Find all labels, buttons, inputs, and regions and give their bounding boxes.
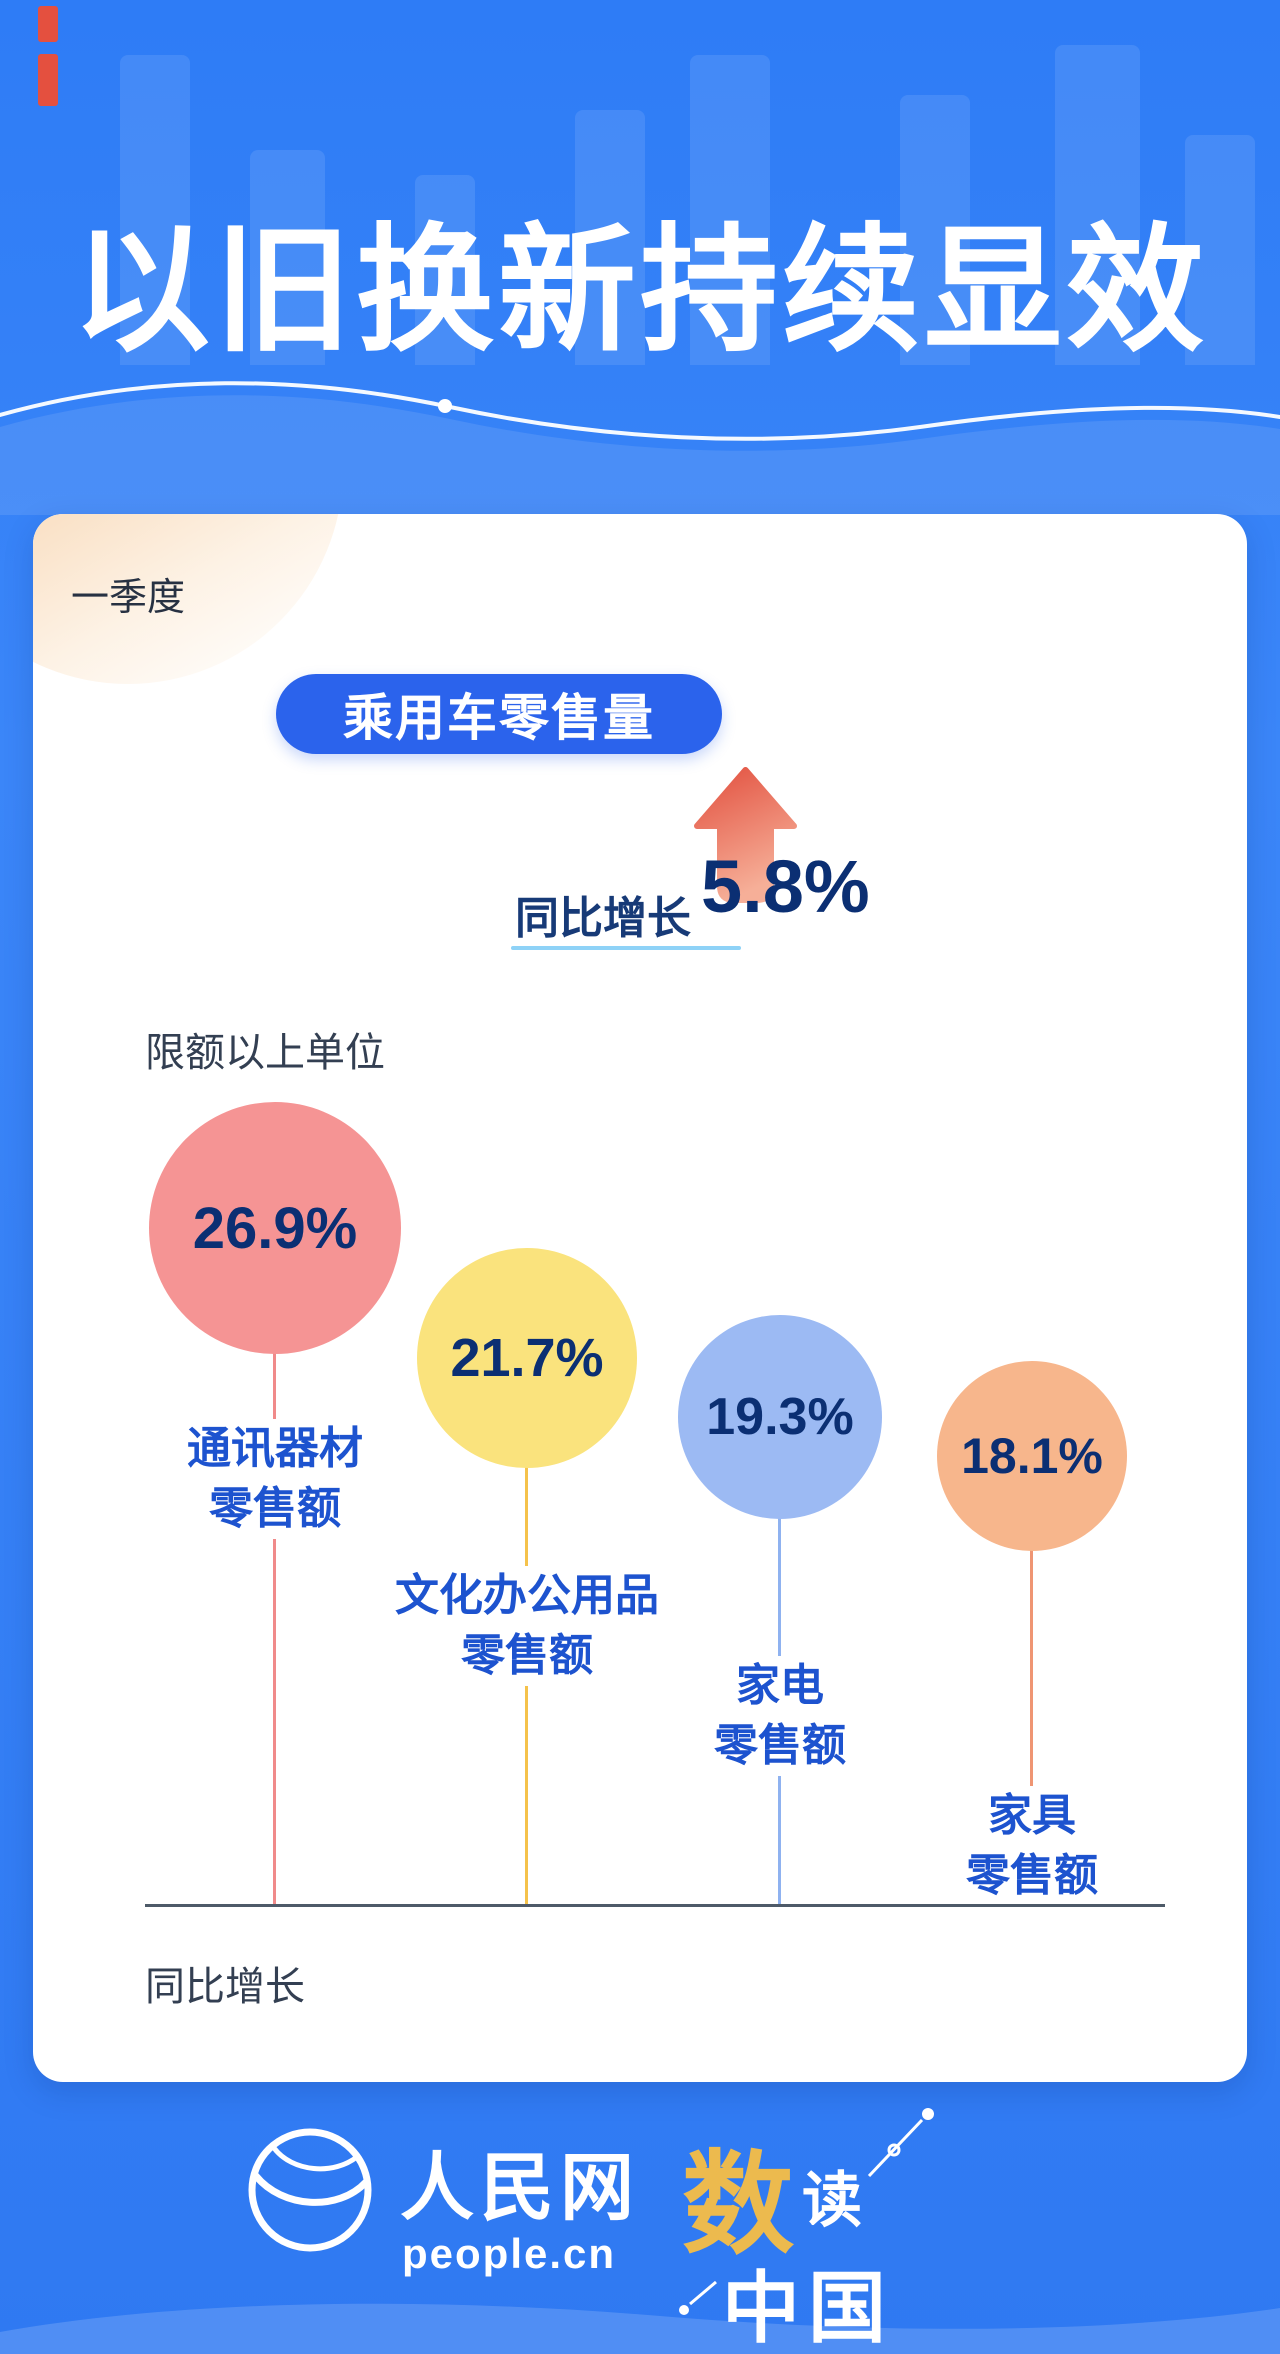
chart-baseline: [145, 1904, 1165, 1907]
bubble-stem-4: [1030, 1547, 1033, 1906]
stats-card: 一季度 乘用车零售量 同比增长 5.8% 限额以上单位 26.9%: [33, 514, 1247, 2082]
up-arrow-icon: [694, 767, 797, 903]
bubble-4-label: 家具 零售额: [882, 1786, 1182, 1906]
bubble-3-value: 19.3%: [706, 1388, 854, 1446]
bubble-2-label-line1: 文化办公用品: [343, 1566, 711, 1626]
campaign-char-shu: 数: [682, 2144, 794, 2268]
campaign-logo: 数 读 中国: [672, 2100, 952, 2352]
bubble-2-label: 文化办公用品 零售额: [343, 1566, 711, 1686]
skyline-bar: [900, 95, 970, 365]
bubble-4-label-line1: 家具: [882, 1786, 1182, 1846]
bubble-1-label: 通讯器材 零售额: [125, 1419, 425, 1539]
period-label: 一季度: [71, 577, 186, 619]
skyline-bar: [1185, 135, 1255, 365]
campaign-decor-lines: [679, 2108, 934, 2315]
bubble-2: 21.7%: [417, 1248, 637, 1468]
bubble-2-value: 21.7%: [450, 1328, 604, 1388]
section-label: 限额以上单位: [145, 1031, 385, 1075]
bubble-1: 26.9%: [149, 1102, 401, 1354]
bubble-3: 19.3%: [678, 1315, 882, 1519]
site-domain: people.cn: [402, 2230, 617, 2277]
growth-label: 同比增长: [515, 894, 691, 943]
growth-underline: [511, 946, 741, 950]
skyline-bar: [690, 55, 770, 365]
bottom-wave-decoration: [0, 2303, 1280, 2354]
wave-dot: [438, 399, 452, 413]
bubble-stem-1: [273, 1349, 276, 1906]
wave-divider: [0, 381, 1280, 515]
skyline-bar: [415, 175, 475, 365]
campaign-char-du: 读: [802, 2168, 862, 2234]
page-title: 以旧换新持续显效: [71, 214, 1208, 368]
bubble-1-value: 26.9%: [192, 1195, 358, 1261]
bubble-4: 18.1%: [937, 1361, 1127, 1551]
skyline-bar: [250, 150, 325, 365]
growth-value: 5.8%: [701, 845, 870, 928]
skyline-bar: [575, 110, 645, 365]
skyline-bar: [1055, 45, 1140, 365]
red-corner-decoration: [38, 6, 58, 42]
axis-label: 同比增长: [145, 1965, 305, 2009]
campaign-char-zhongguo: 中国: [722, 2265, 895, 2352]
bubble-3-label: 家电 零售额: [630, 1656, 930, 1776]
bubble-4-value: 18.1%: [961, 1428, 1103, 1484]
red-corner-decoration: [38, 54, 58, 106]
bubble-4-label-line2: 零售额: [882, 1846, 1182, 1906]
skyline-bar: [120, 55, 190, 365]
bubble-3-label-line2: 零售额: [630, 1716, 930, 1776]
bubble-3-label-line1: 家电: [630, 1656, 930, 1716]
people-cn-logo-icon: [248, 2128, 372, 2252]
site-name: 人民网: [400, 2146, 640, 2229]
bubble-1-label-line2: 零售额: [125, 1479, 425, 1539]
car-retail-pill: 乘用车零售量: [276, 674, 722, 754]
bubble-1-label-line1: 通讯器材: [125, 1419, 425, 1479]
